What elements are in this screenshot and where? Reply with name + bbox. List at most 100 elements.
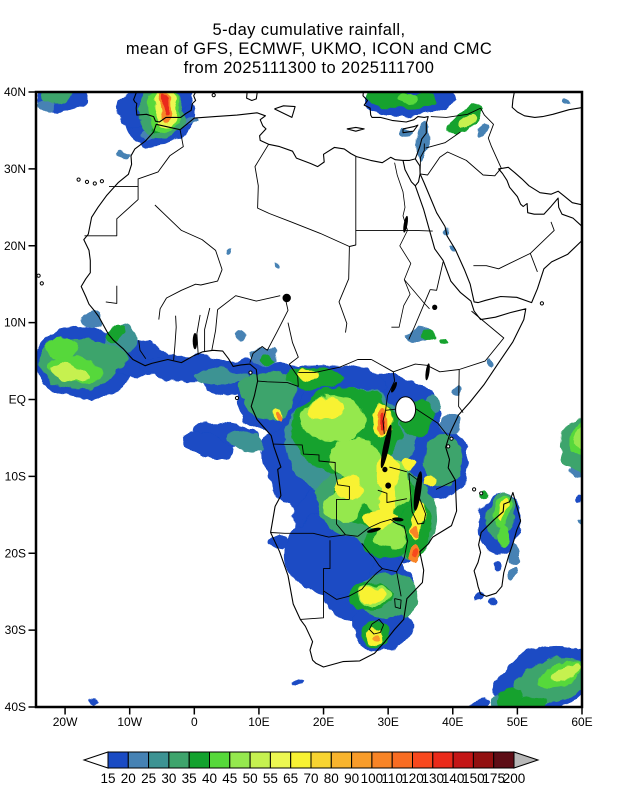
country-border	[425, 131, 461, 149]
lat-tick-label: 10N	[4, 316, 26, 330]
country-border	[408, 289, 431, 340]
rain-cell	[474, 124, 489, 138]
country-border	[300, 590, 324, 620]
rain-cell	[401, 457, 418, 471]
rain-cell	[116, 149, 128, 158]
rain-cell	[562, 99, 571, 107]
rain-cell	[226, 244, 233, 251]
small-island	[248, 370, 253, 375]
small-island	[39, 281, 44, 286]
rain-cell	[410, 523, 420, 539]
rain-cell	[39, 92, 71, 103]
rain-cell	[498, 526, 509, 548]
country-border	[357, 518, 405, 537]
colorbar-level-label: 90	[344, 771, 359, 786]
colorbar-level-label: 45	[222, 771, 237, 786]
colorbar-level-label: 20	[121, 771, 136, 786]
rain-cell	[506, 567, 515, 582]
country-border	[413, 406, 448, 436]
colorbar-cell	[127, 751, 150, 769]
lake	[391, 381, 397, 393]
rain-cell	[87, 342, 127, 371]
country-border	[394, 598, 402, 610]
rain-cell	[49, 363, 88, 382]
country-border	[529, 253, 538, 273]
iberia-coastline	[133, 92, 197, 123]
colorbar-level-label: 140	[442, 771, 465, 786]
small-island	[539, 301, 545, 306]
africa-coastline	[80, 112, 527, 668]
small-island	[36, 273, 41, 278]
country-border	[249, 298, 289, 363]
rain-field	[36, 92, 582, 707]
rain-cell	[277, 412, 284, 422]
rain-cell	[379, 471, 398, 521]
rain-cell	[372, 633, 381, 643]
rain-cell	[574, 424, 582, 448]
colorbar-level-label: 120	[401, 771, 424, 786]
lat-tick-label: 40S	[5, 700, 26, 714]
rain-cell	[380, 412, 387, 431]
country-border	[361, 543, 383, 569]
colorbar-cell	[269, 751, 292, 769]
rain-cell	[105, 326, 122, 341]
small-island	[234, 395, 240, 401]
colorbar-level-label: 200	[503, 771, 526, 786]
country-border	[382, 410, 387, 435]
lake	[395, 396, 417, 423]
rain-cell	[161, 95, 170, 116]
country-border	[273, 443, 350, 500]
colorbar-cell	[290, 751, 312, 769]
rain-cell	[182, 431, 232, 460]
lon-tick-label: 10W	[117, 715, 142, 729]
colorbar-over-arrow	[513, 751, 540, 769]
title-line-2: mean of GFS, ECMWF, UKMO, ICON and CMC	[125, 40, 493, 58]
country-border	[435, 479, 456, 490]
country-border	[396, 526, 408, 572]
country-border	[361, 568, 402, 597]
small-island	[446, 444, 451, 449]
lake	[403, 215, 408, 233]
country-border	[371, 359, 460, 373]
colorbar-cell	[472, 751, 495, 769]
lat-tick-label: 10S	[5, 469, 26, 483]
colorbar-cell	[493, 751, 515, 769]
lat-tick-label: EQ	[9, 393, 26, 407]
colorbar-cell	[188, 751, 210, 769]
colorbar-level-label: 15	[100, 771, 115, 786]
colorbar: 15 20 25 30 35 40 45 50 55 65 70 80 90 10011012013014…	[82, 751, 540, 786]
country-border	[211, 309, 219, 351]
rain-cell	[298, 366, 318, 381]
rain-cell	[486, 358, 495, 366]
title-line-1: 5-day cumulative rainfall,	[212, 21, 406, 39]
rain-cell	[260, 352, 276, 367]
lon-tick-label: 40E	[442, 715, 463, 729]
country-border	[338, 246, 350, 333]
rain-cell	[575, 494, 582, 502]
rain-cell	[330, 437, 382, 478]
rain-cell	[91, 700, 100, 707]
rain-cell	[293, 679, 303, 686]
rain-cell	[452, 385, 464, 395]
colorbar-cell	[148, 751, 170, 769]
cyprus-island	[402, 124, 419, 134]
lat-tick-label: 40N	[4, 85, 26, 99]
lake	[380, 424, 392, 469]
colorbar-level-label: 30	[161, 771, 176, 786]
sardinia-island	[246, 92, 258, 102]
lake	[392, 517, 404, 522]
title-line-3: from 2025111300 to 2025111700	[183, 59, 435, 77]
country-border	[419, 143, 425, 174]
colorbar-level-label: 50	[243, 771, 258, 786]
small-island	[84, 179, 90, 184]
colorbar-cell	[371, 751, 393, 769]
lon-tick-label: 20W	[53, 715, 78, 729]
rain-cell	[457, 112, 478, 130]
rain-cell	[310, 397, 344, 421]
country-border	[173, 315, 177, 361]
arabia-coastline	[419, 173, 582, 304]
colorbar-level-label: 110	[381, 771, 403, 786]
blue-nile-river	[403, 279, 430, 310]
rain-cell	[358, 586, 389, 604]
